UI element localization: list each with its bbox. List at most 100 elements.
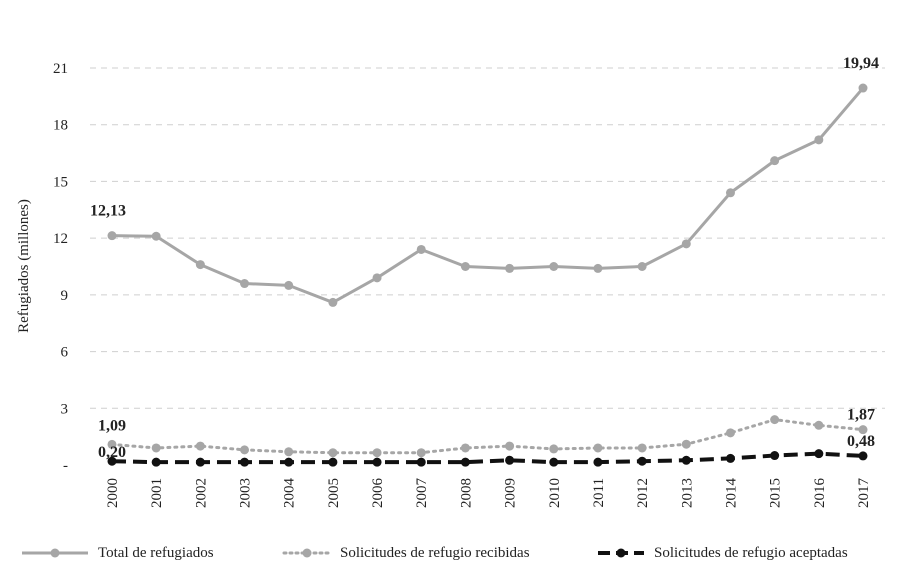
data-point — [725, 188, 735, 198]
series-lines — [107, 83, 868, 467]
x-tick-label: 2006 — [370, 478, 386, 509]
data-point — [505, 263, 515, 273]
x-tick-label: 2005 — [326, 478, 342, 508]
data-point — [328, 297, 338, 307]
y-axis-ticks: - 3 6 9 12 15 18 21 — [53, 61, 69, 474]
legend-swatch-dashed — [598, 548, 644, 558]
data-point — [681, 455, 691, 465]
legend: Total de refugiados Solicitudes de refug… — [0, 538, 902, 568]
data-point — [637, 262, 647, 271]
data-point — [725, 453, 735, 463]
data-point — [151, 443, 161, 453]
data-point — [681, 239, 691, 249]
x-axis-ticks: 2000 2001 2002 2003 2004 2005 2006 2007 2008 2009… — [105, 478, 872, 509]
x-tick-label: 2010 — [547, 478, 563, 508]
data-label: 0,48 — [847, 433, 875, 450]
data-point — [372, 273, 382, 283]
x-tick-label: 2012 — [635, 478, 651, 508]
data-label: 1,09 — [98, 417, 126, 434]
data-point — [372, 448, 382, 458]
data-point — [284, 447, 294, 457]
data-point — [284, 280, 294, 290]
x-tick-label: 2004 — [282, 478, 298, 509]
data-point — [460, 262, 470, 271]
data-point — [240, 457, 250, 467]
y-tick-label: 18 — [53, 118, 68, 134]
data-label: 12,13 — [90, 203, 126, 220]
data-point — [460, 457, 470, 467]
data-label: 1,87 — [847, 407, 875, 424]
data-point — [195, 457, 205, 467]
y-axis-label: Refugiados (millones) — [16, 199, 32, 333]
x-tick-label: 2009 — [503, 478, 519, 508]
data-point — [460, 443, 470, 453]
legend-label: Solicitudes de refugio aceptadas — [654, 544, 848, 561]
series-line-3 — [111, 451, 864, 465]
x-tick-label: 2011 — [591, 478, 607, 507]
data-point — [505, 455, 515, 465]
data-point — [549, 262, 559, 271]
series-line-1 — [111, 87, 865, 304]
data-point — [328, 448, 338, 458]
y-tick-label: 15 — [53, 174, 68, 190]
legend-label: Solicitudes de refugio recibidas — [340, 544, 530, 561]
legend-swatch-dotted — [282, 548, 332, 558]
data-point — [416, 457, 426, 467]
x-tick-label: 2002 — [193, 478, 209, 508]
y-tick-label: 21 — [53, 61, 68, 77]
data-point — [240, 445, 250, 455]
data-point — [593, 457, 603, 467]
data-point — [372, 457, 382, 467]
data-point — [107, 231, 117, 241]
data-point — [107, 439, 117, 449]
x-tick-label: 2015 — [768, 478, 784, 508]
x-tick-label: 2003 — [238, 478, 254, 508]
data-point — [549, 444, 559, 454]
x-tick-label: 2014 — [723, 478, 739, 509]
data-point — [770, 415, 780, 425]
x-tick-label: 2016 — [812, 478, 828, 509]
data-point — [858, 83, 868, 93]
data-point — [593, 263, 603, 273]
data-point — [328, 457, 338, 467]
data-point — [505, 441, 515, 451]
x-tick-label: 2017 — [856, 478, 872, 509]
data-point — [416, 448, 426, 458]
data-point — [549, 457, 559, 467]
y-tick-label: 3 — [61, 401, 69, 417]
y-tick-label: - — [63, 458, 68, 474]
y-tick-label: 9 — [61, 288, 69, 304]
x-tick-label: 2001 — [149, 478, 165, 508]
x-tick-label: 2000 — [105, 478, 121, 508]
data-point — [151, 457, 161, 467]
data-point — [858, 425, 868, 435]
data-point — [593, 443, 603, 453]
y-tick-label: 12 — [53, 231, 68, 247]
data-point — [725, 428, 735, 438]
data-label: 19,94 — [843, 55, 879, 72]
data-point — [195, 441, 205, 451]
data-point — [681, 439, 691, 449]
legend-swatch-solid — [22, 548, 88, 558]
data-point — [814, 420, 824, 430]
data-point — [814, 135, 824, 145]
legend-label: Total de refugiados — [98, 544, 214, 561]
y-tick-label: 6 — [61, 345, 69, 361]
data-point — [284, 457, 294, 467]
data-point — [107, 456, 117, 466]
x-tick-label: 2008 — [458, 478, 474, 508]
x-tick-label: 2007 — [414, 478, 430, 509]
gridlines — [90, 67, 885, 409]
data-point — [637, 443, 647, 453]
legend-item-recibidas: Solicitudes de refugio recibidas — [282, 538, 530, 568]
data-point — [151, 231, 161, 241]
data-point — [240, 279, 250, 289]
data-point — [770, 156, 780, 166]
legend-item-aceptadas: Solicitudes de refugio aceptadas — [596, 538, 848, 568]
data-point — [637, 456, 647, 466]
data-point — [416, 244, 426, 254]
data-point — [195, 260, 205, 270]
data-point — [858, 451, 868, 461]
data-point — [814, 449, 824, 459]
